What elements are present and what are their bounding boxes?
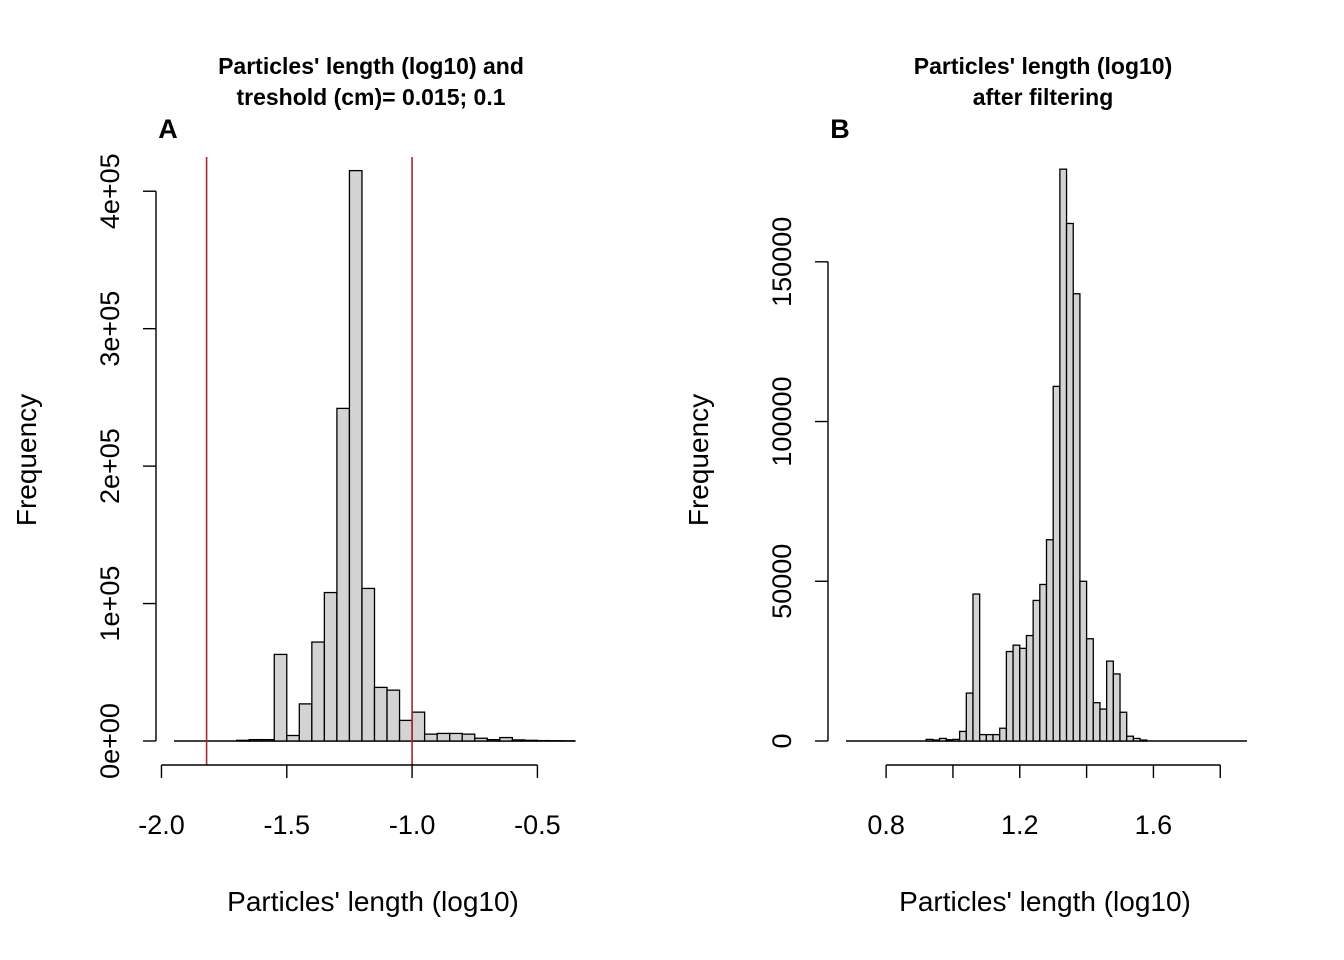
panel-a-bars [174,169,576,742]
panel-b-y-tick-label: 0 [767,733,797,748]
panel-b-bar [1106,660,1114,742]
panel-a-y-axis-label: Frequency [11,394,42,526]
panel-b-y-tick-label: 150000 [767,217,797,307]
panel-b-bar [1045,539,1054,742]
panel-a-bar [449,732,463,742]
panel-a-bar [286,734,300,742]
panel-b-histogram: Particles' length (log10) after filterin… [683,53,1247,917]
panel-a-bar [323,591,338,742]
panel-b-bar [1039,583,1048,742]
panel-b-x-tick-label: 1.6 [1135,810,1173,840]
panel-a-bar [361,587,376,742]
panel-a-bar [236,739,250,742]
panel-b-bar [965,692,974,742]
panel-a-bar [411,711,426,742]
panel-a-bar [273,653,288,742]
panel-a-bar [311,641,326,742]
panel-b-x-tick-label: 1.2 [1001,810,1039,840]
panel-b-bar [1126,735,1135,742]
panel-a-y-tick-label: 1e+05 [95,566,125,642]
panel-a-threshold-lines [205,157,413,765]
panel-b-bar [999,727,1008,742]
panel-a-bar [486,738,501,742]
panel-b-bar [1099,708,1108,742]
panel-b-bar [992,733,1001,742]
panel-b-bar [979,733,988,742]
panel-a-bar [499,736,513,742]
panel-a-title-line-2: treshold (cm)= 0.015; 0.1 [236,84,505,110]
panel-a-bar [373,686,388,742]
panel-b-bar [1019,647,1028,742]
panel-b-bar [1012,644,1021,742]
panel-a-x-axis: -2.0 -1.5 -1.0 -0.5 [138,764,561,840]
panel-b-bar [985,733,994,742]
panel-b-bar [932,739,941,742]
panel-a-bar [524,739,539,742]
panel-b-bar [1079,580,1088,742]
panel-a-y-tick-label: 3e+05 [95,291,125,367]
panel-b-bar [1052,385,1061,742]
panel-b-bar [1065,222,1074,742]
panel-a-x-axis-label: Particles' length (log10) [227,886,519,917]
panel-a-y-tick-label: 4e+05 [95,153,125,229]
panel-b-bar [945,739,954,742]
panel-b-bar [1025,634,1034,742]
panel-b-bar [1112,673,1121,742]
panel-a-x-tick-label: -0.5 [514,810,561,840]
panel-b-bar [952,738,961,742]
panel-b-x-axis-label: Particles' length (log10) [899,886,1191,917]
panel-b-bar [925,738,934,742]
panel-a-bar [386,689,401,742]
panel-b-bar [1085,638,1094,742]
panel-a-histogram: Particles' length (log10) and treshold (… [11,53,576,917]
panel-a-letter: A [158,114,178,144]
panel-b-bar [1072,293,1081,742]
panel-b-bar [1059,168,1068,742]
panel-b-bars [846,168,1247,742]
panel-b-bar [1092,702,1101,742]
panel-b-letter: B [830,114,850,144]
panel-b-x-tick-label: 0.8 [867,810,905,840]
panel-b-y-tick-label: 100000 [767,376,797,466]
panel-b-y-axis-label: Frequency [683,394,714,526]
panel-a-y-tick-label: 0e+00 [95,703,125,779]
panel-b-bar [938,737,947,742]
panel-b-bar [958,730,967,742]
panel-b-bar [972,593,981,742]
panel-a-bar [511,739,526,742]
panel-b-bar [1119,711,1128,742]
panel-a-y-axis: 0e+00 1e+05 2e+05 3e+05 4e+05 [95,153,157,779]
panel-a-bar [436,732,451,742]
panel-b-bar [1132,737,1141,742]
panel-a-bar [348,169,363,742]
panel-b-x-axis: 0.8 1.2 1.6 [867,764,1221,840]
panel-a-bar [423,733,438,742]
panel-a-y-tick-label: 2e+05 [95,428,125,504]
panel-a-bar [248,738,263,742]
panel-a-bar [474,737,488,742]
panel-a-x-tick-label: -1.5 [264,810,311,840]
panel-a-bar [336,407,351,742]
panel-a-x-tick-label: -2.0 [138,810,185,840]
panel-a-bar [298,703,313,742]
panel-b-title-line-2: after filtering [973,84,1114,110]
panel-a-title-line-1: Particles' length (log10) and [218,53,524,79]
panel-b-bar [1032,599,1041,742]
panel-b-y-tick-label: 50000 [767,544,797,619]
panel-a-bar [461,733,476,742]
panel-b-bar [1139,739,1148,742]
panel-a-bar [398,719,413,742]
panel-b-title-line-1: Particles' length (log10) [914,53,1173,79]
panel-b-bar [1005,650,1014,742]
panel-b-y-axis: 0 50000 100000 150000 [767,217,829,749]
panel-a-x-tick-label: -1.0 [389,810,436,840]
panel-a-bar [261,738,275,742]
